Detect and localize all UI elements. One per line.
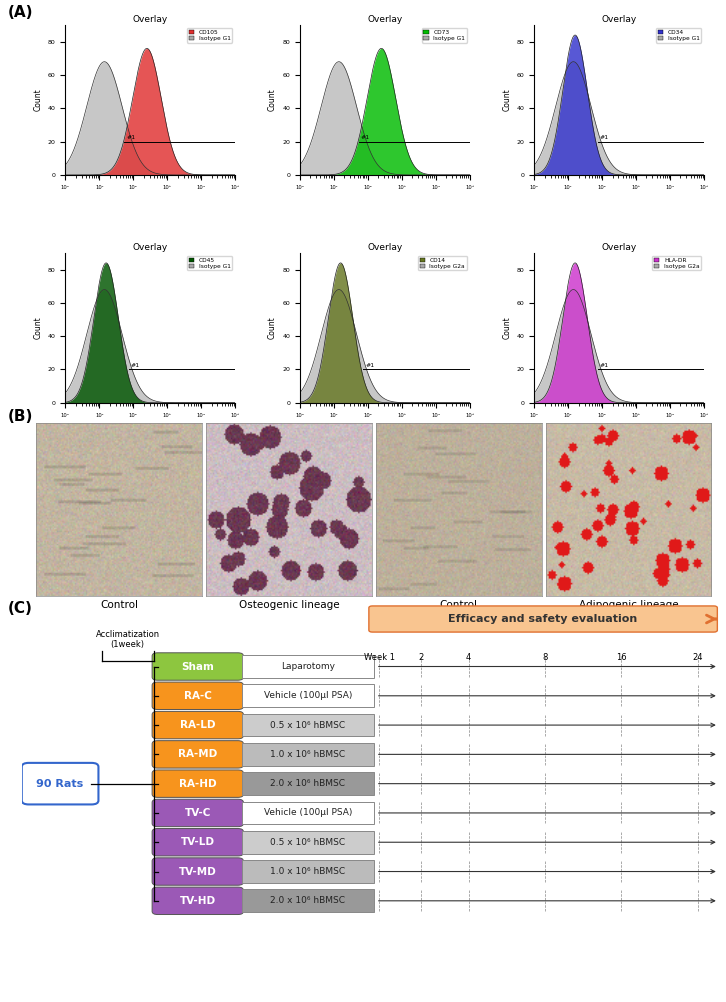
FancyBboxPatch shape — [152, 887, 243, 915]
Title: Overlay: Overlay — [133, 243, 168, 253]
FancyBboxPatch shape — [152, 800, 243, 827]
Text: #1: #1 — [361, 135, 370, 140]
Text: #1: #1 — [365, 363, 375, 368]
FancyBboxPatch shape — [242, 713, 374, 736]
FancyBboxPatch shape — [152, 770, 243, 798]
Text: TV-LD: TV-LD — [181, 838, 215, 848]
Text: (B): (B) — [7, 409, 33, 424]
FancyBboxPatch shape — [152, 711, 243, 738]
Text: Vehicle (100μl PSA): Vehicle (100μl PSA) — [264, 809, 352, 818]
FancyBboxPatch shape — [242, 655, 374, 677]
Y-axis label: Count: Count — [268, 88, 277, 111]
Y-axis label: Count: Count — [502, 88, 511, 111]
FancyBboxPatch shape — [242, 802, 374, 825]
Text: 90 Rats: 90 Rats — [36, 779, 83, 789]
Legend: HLA-DR, Isotype G2a: HLA-DR, Isotype G2a — [652, 256, 701, 271]
Text: 0.5 x 10⁶ hBMSC: 0.5 x 10⁶ hBMSC — [270, 720, 346, 729]
X-axis label: Control: Control — [100, 600, 138, 610]
Text: 2.0 x 10⁶ hBMSC: 2.0 x 10⁶ hBMSC — [270, 780, 346, 789]
X-axis label: Osteogenic lineage: Osteogenic lineage — [239, 600, 339, 610]
FancyBboxPatch shape — [242, 773, 374, 795]
Text: TV-C: TV-C — [184, 808, 211, 818]
Title: Overlay: Overlay — [367, 15, 402, 24]
Text: #1: #1 — [600, 135, 609, 140]
Legend: CD45, Isotype G1: CD45, Isotype G1 — [187, 256, 232, 271]
Text: #1: #1 — [600, 363, 609, 368]
Legend: CD34, Isotype G1: CD34, Isotype G1 — [656, 28, 701, 42]
Text: RA-MD: RA-MD — [178, 749, 217, 760]
Text: 2.0 x 10⁶ hBMSC: 2.0 x 10⁶ hBMSC — [270, 897, 346, 906]
Text: #1: #1 — [131, 363, 140, 368]
Title: Overlay: Overlay — [367, 243, 402, 253]
Text: Laparotomy: Laparotomy — [281, 662, 335, 671]
FancyBboxPatch shape — [242, 890, 374, 912]
FancyBboxPatch shape — [152, 858, 243, 885]
FancyBboxPatch shape — [242, 860, 374, 883]
Y-axis label: Count: Count — [502, 317, 511, 340]
Text: Acclimatization
(1week): Acclimatization (1week) — [96, 630, 160, 649]
Text: #1: #1 — [126, 135, 135, 140]
X-axis label: Adipogenic lineage: Adipogenic lineage — [579, 600, 679, 610]
FancyBboxPatch shape — [152, 740, 243, 769]
Text: 4: 4 — [466, 653, 471, 662]
Text: 2: 2 — [418, 653, 423, 662]
Y-axis label: Count: Count — [33, 88, 42, 111]
Text: Efficacy and safety evaluation: Efficacy and safety evaluation — [449, 614, 637, 624]
Text: (A): (A) — [7, 5, 33, 20]
Text: Sham: Sham — [182, 661, 214, 671]
FancyBboxPatch shape — [369, 606, 717, 632]
Y-axis label: Count: Count — [268, 317, 277, 340]
Text: 1.0 x 10⁶ hBMSC: 1.0 x 10⁶ hBMSC — [270, 749, 346, 759]
Title: Overlay: Overlay — [602, 15, 637, 24]
Text: RA-C: RA-C — [184, 690, 212, 700]
FancyBboxPatch shape — [152, 652, 243, 680]
Text: Week 1: Week 1 — [364, 653, 395, 662]
FancyBboxPatch shape — [242, 684, 374, 707]
Legend: CD105, Isotype G1: CD105, Isotype G1 — [187, 28, 232, 42]
FancyBboxPatch shape — [242, 831, 374, 854]
Text: Vehicle (100μl PSA): Vehicle (100μl PSA) — [264, 691, 352, 700]
Text: RA-LD: RA-LD — [180, 720, 216, 730]
Y-axis label: Count: Count — [33, 317, 42, 340]
Text: TV-MD: TV-MD — [179, 867, 216, 877]
FancyBboxPatch shape — [22, 763, 99, 805]
Legend: CD14, Isotype G2a: CD14, Isotype G2a — [417, 256, 467, 271]
Title: Overlay: Overlay — [133, 15, 168, 24]
Legend: CD73, Isotype G1: CD73, Isotype G1 — [422, 28, 467, 42]
Text: 1.0 x 10⁶ hBMSC: 1.0 x 10⁶ hBMSC — [270, 867, 346, 876]
Text: 0.5 x 10⁶ hBMSC: 0.5 x 10⁶ hBMSC — [270, 838, 346, 847]
Text: 24: 24 — [693, 653, 703, 662]
Text: TV-HD: TV-HD — [180, 896, 216, 906]
FancyBboxPatch shape — [152, 682, 243, 709]
Title: Overlay: Overlay — [602, 243, 637, 253]
FancyBboxPatch shape — [152, 829, 243, 856]
Text: RA-HD: RA-HD — [179, 779, 216, 789]
Text: (C): (C) — [7, 601, 32, 616]
Text: 16: 16 — [616, 653, 627, 662]
FancyBboxPatch shape — [242, 743, 374, 766]
X-axis label: Control: Control — [440, 600, 478, 610]
Text: 8: 8 — [542, 653, 547, 662]
